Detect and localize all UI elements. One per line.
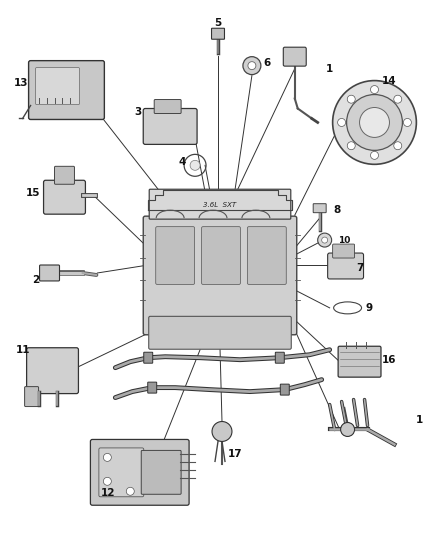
- FancyBboxPatch shape: [35, 68, 79, 104]
- Text: 5: 5: [214, 18, 222, 28]
- Text: 11: 11: [15, 345, 30, 355]
- Text: 17: 17: [228, 449, 242, 459]
- Circle shape: [347, 95, 355, 103]
- Circle shape: [248, 62, 256, 70]
- Text: 15: 15: [25, 188, 40, 198]
- Circle shape: [360, 108, 389, 138]
- FancyBboxPatch shape: [43, 180, 85, 214]
- Circle shape: [103, 478, 111, 486]
- Circle shape: [332, 80, 417, 164]
- Text: 16: 16: [382, 354, 397, 365]
- FancyBboxPatch shape: [149, 189, 291, 219]
- FancyBboxPatch shape: [25, 386, 39, 407]
- Circle shape: [318, 233, 332, 247]
- Text: 2: 2: [32, 275, 39, 285]
- Text: 3.6L  SXT: 3.6L SXT: [203, 202, 237, 208]
- Circle shape: [103, 454, 111, 462]
- FancyBboxPatch shape: [247, 227, 286, 285]
- Text: 14: 14: [382, 76, 397, 86]
- FancyBboxPatch shape: [154, 100, 181, 114]
- FancyBboxPatch shape: [283, 47, 306, 66]
- FancyBboxPatch shape: [338, 346, 381, 377]
- FancyBboxPatch shape: [144, 352, 153, 363]
- FancyBboxPatch shape: [27, 348, 78, 393]
- Circle shape: [371, 151, 378, 159]
- Text: 1: 1: [326, 63, 333, 74]
- Text: 9: 9: [366, 303, 373, 313]
- Circle shape: [243, 56, 261, 75]
- FancyBboxPatch shape: [313, 204, 326, 213]
- Circle shape: [394, 142, 402, 150]
- Text: 4: 4: [178, 157, 186, 167]
- Circle shape: [126, 487, 134, 495]
- FancyBboxPatch shape: [99, 448, 144, 497]
- Text: 10: 10: [339, 236, 351, 245]
- FancyBboxPatch shape: [54, 166, 74, 184]
- FancyBboxPatch shape: [141, 450, 181, 494]
- Text: 12: 12: [101, 488, 116, 498]
- Text: 7: 7: [356, 263, 363, 273]
- Text: 13: 13: [14, 78, 28, 87]
- FancyBboxPatch shape: [39, 265, 60, 281]
- FancyBboxPatch shape: [280, 384, 289, 395]
- Circle shape: [190, 160, 200, 171]
- FancyBboxPatch shape: [332, 244, 355, 258]
- Text: 8: 8: [333, 205, 340, 215]
- Circle shape: [321, 237, 328, 243]
- Circle shape: [341, 423, 355, 437]
- FancyBboxPatch shape: [143, 109, 197, 144]
- FancyBboxPatch shape: [148, 382, 157, 393]
- Circle shape: [338, 118, 346, 126]
- FancyBboxPatch shape: [212, 28, 225, 39]
- Circle shape: [346, 94, 403, 150]
- Circle shape: [403, 118, 411, 126]
- Polygon shape: [148, 190, 292, 210]
- Circle shape: [371, 86, 378, 94]
- FancyBboxPatch shape: [149, 317, 291, 349]
- Text: 3: 3: [134, 108, 142, 117]
- Text: 1: 1: [416, 415, 423, 424]
- FancyBboxPatch shape: [201, 227, 240, 285]
- FancyBboxPatch shape: [143, 216, 297, 335]
- Text: 6: 6: [263, 58, 271, 68]
- Circle shape: [347, 142, 355, 150]
- FancyBboxPatch shape: [155, 227, 194, 285]
- Circle shape: [394, 95, 402, 103]
- FancyBboxPatch shape: [90, 439, 189, 505]
- FancyBboxPatch shape: [276, 352, 284, 363]
- Circle shape: [212, 422, 232, 441]
- FancyBboxPatch shape: [28, 61, 104, 119]
- FancyBboxPatch shape: [328, 253, 364, 279]
